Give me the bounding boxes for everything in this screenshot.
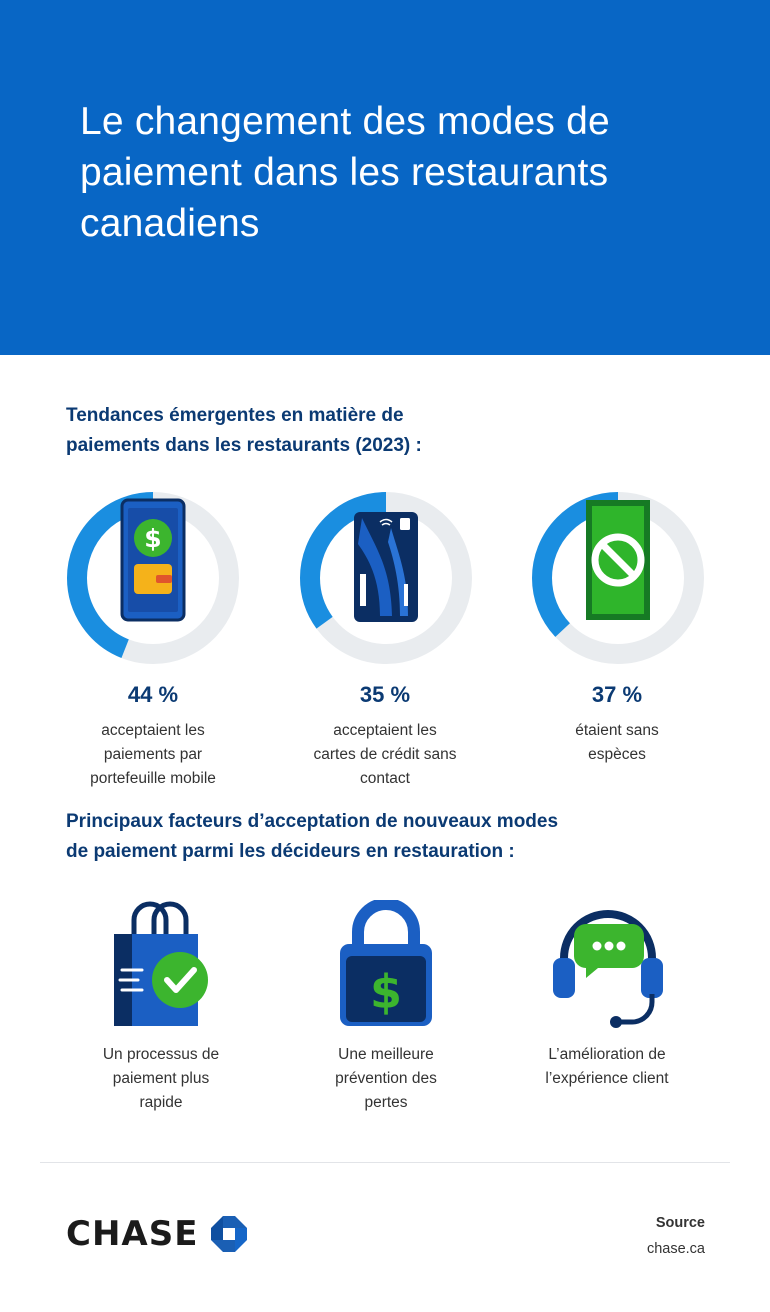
svg-text:$: $ — [370, 965, 402, 1019]
stat-desc-line: portefeuille mobile — [90, 770, 216, 787]
stat-percent: 44 % — [127, 682, 179, 707]
chase-octagon-icon — [211, 1216, 248, 1252]
factor-desc-line: rapide — [139, 1094, 183, 1111]
stat-desc-line: paiements par — [103, 746, 203, 763]
stat-desc-line: cartes de crédit sans — [313, 746, 457, 763]
stat-contactless-card: 35 % acceptaient les cartes de crédit sa… — [285, 681, 485, 791]
footer-divider — [40, 1162, 730, 1163]
header-banner: Le changement des modes de paiement dans… — [0, 0, 770, 355]
factor-desc-line: Une meilleure — [338, 1046, 434, 1063]
factor-customer-experience: L’amélioration de l’expérience client — [517, 1043, 697, 1091]
donut-mobile-wallet: $ — [67, 492, 239, 664]
donut-progress — [300, 492, 472, 664]
factor-faster-checkout: Un processus de paiement plus rapide — [71, 1043, 251, 1115]
headset-chat-icon — [553, 910, 663, 1028]
contactless-card-icon — [354, 512, 418, 622]
stat-percent: 35 % — [359, 682, 411, 707]
page-title: Le changement des modes de paiement dans… — [80, 100, 610, 245]
source-block: Source chase.ca — [647, 1210, 705, 1262]
source-label: Source — [655, 1215, 705, 1231]
padlock-dollar-icon: $ — [340, 900, 432, 1026]
factor-desc-line: L’amélioration de — [548, 1046, 666, 1063]
factors-title-line-2: de paiement parmi les décideurs en resta… — [66, 841, 515, 862]
no-cash-icon — [586, 500, 650, 620]
trends-title-line-1: Tendances émergentes en matière de — [66, 405, 404, 426]
stat-desc-line: espèces — [588, 746, 646, 763]
source-value: chase.ca — [646, 1241, 705, 1257]
stat-description: acceptaient les cartes de crédit sans co… — [285, 719, 485, 791]
stat-desc-line: acceptaient les — [333, 722, 437, 739]
stat-description: étaient sans espèces — [517, 719, 717, 767]
factor-desc-line: Un processus de — [102, 1046, 220, 1063]
trends-title-line-2: paiements dans les restaurants (2023) : — [66, 435, 422, 456]
chase-logo: CHASE — [66, 1214, 248, 1254]
stat-percent: 37 % — [591, 682, 643, 707]
stat-mobile-wallet: 44 % acceptaient les paiements par porte… — [53, 681, 253, 791]
factors-section-title: Principaux facteurs d’acceptation de nou… — [66, 807, 626, 867]
mobile-wallet-icon: $ — [120, 498, 186, 622]
factor-desc-line: l’expérience client — [545, 1070, 669, 1087]
factor-desc-line: pertes — [364, 1094, 408, 1111]
stat-description: acceptaient les paiements par portefeuil… — [53, 719, 253, 791]
factor-desc-line: paiement plus — [112, 1070, 210, 1087]
stat-no-cash: 37 % étaient sans espèces — [517, 681, 717, 767]
brand-wordmark: CHASE — [66, 1214, 199, 1254]
factor-desc-line: prévention des — [335, 1070, 437, 1087]
stat-desc-line: acceptaient les — [101, 722, 205, 739]
factor-loss-prevention: Une meilleure prévention des pertes — [296, 1043, 476, 1115]
shopping-bag-check-icon — [114, 901, 208, 1026]
svg-text:$: $ — [144, 524, 161, 553]
donut-contactless-card — [300, 492, 472, 664]
stat-desc-line: étaient sans — [575, 722, 659, 739]
donut-no-cash — [532, 492, 704, 664]
trends-section-title: Tendances émergentes en matière de paiem… — [66, 401, 626, 461]
factors-title-line-1: Principaux facteurs d’acceptation de nou… — [66, 811, 559, 832]
stat-desc-line: contact — [360, 770, 410, 787]
